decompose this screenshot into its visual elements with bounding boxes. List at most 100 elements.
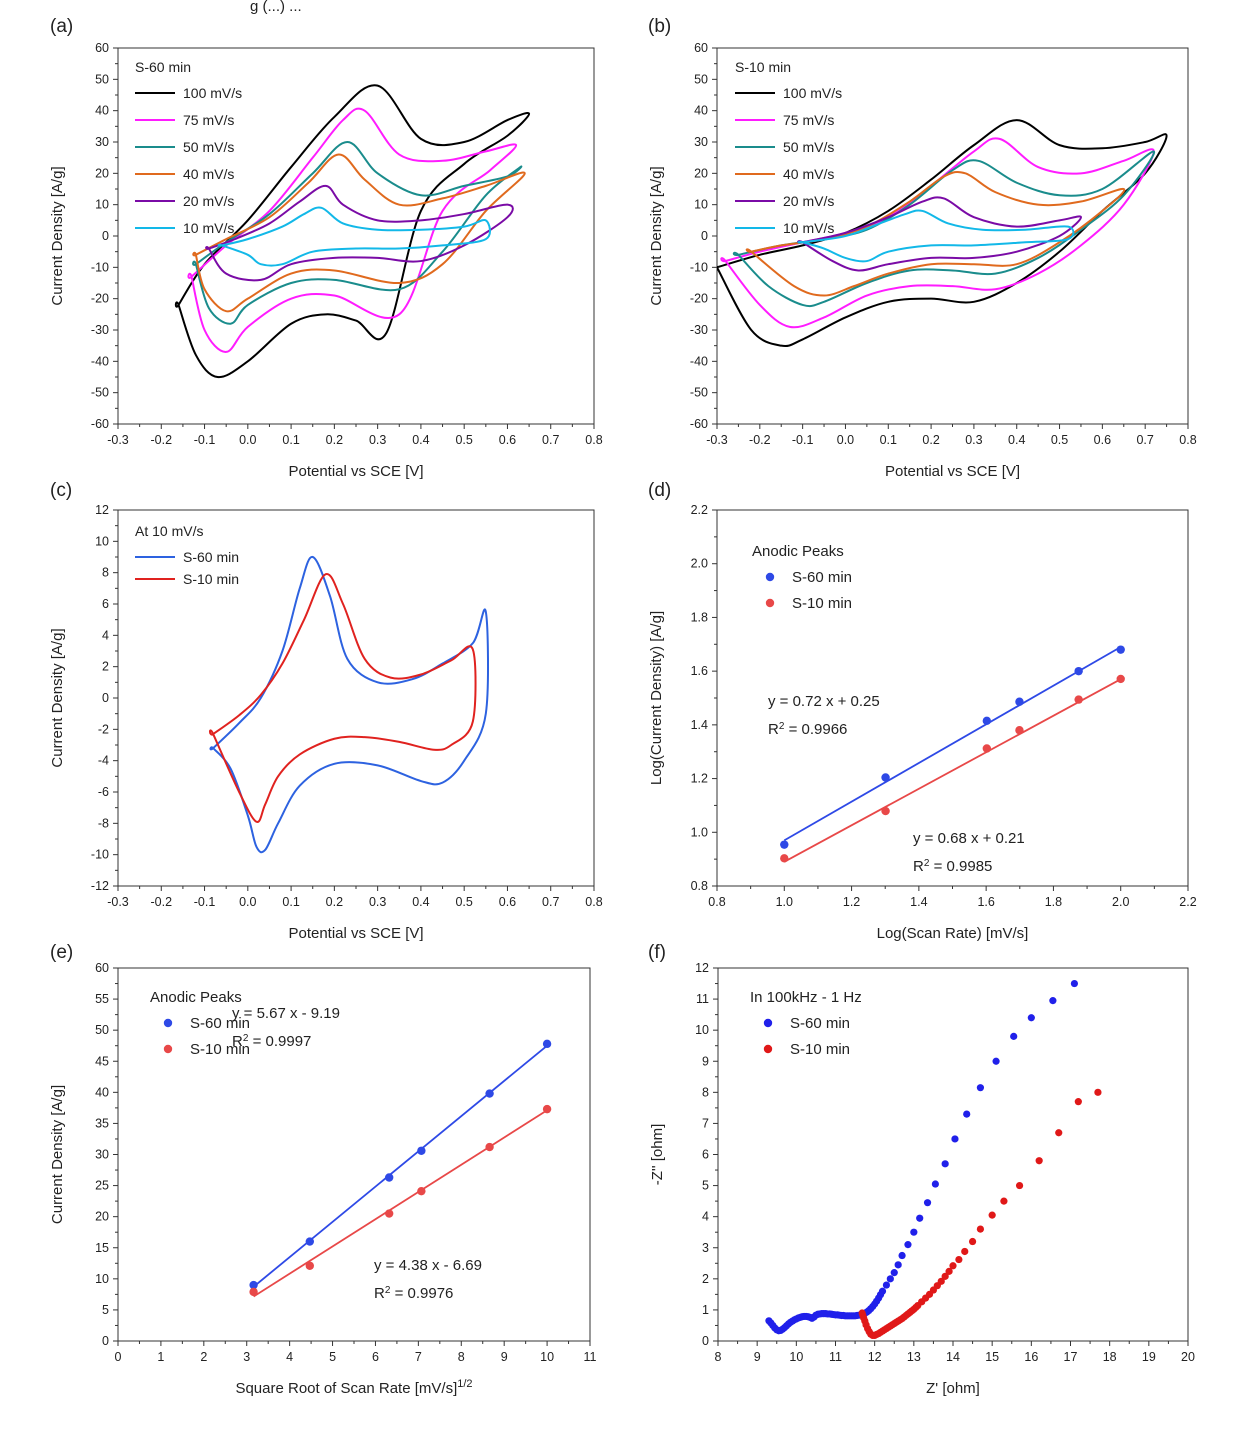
legend-label: S-10 min <box>190 1041 250 1058</box>
y-tick-label: 45 <box>95 1054 109 1068</box>
x-tick-label: 1.2 <box>843 895 860 909</box>
legend: Anodic Peaks S-60 min S-10 min <box>150 989 250 1058</box>
y-tick-label: -50 <box>91 386 109 400</box>
legend-label: S-60 min <box>190 1015 250 1032</box>
y-tick-label: 15 <box>95 1241 109 1255</box>
y-tick-label: 6 <box>102 597 109 611</box>
data-point <box>982 716 992 726</box>
y-tick-label: -20 <box>690 292 708 306</box>
x-tick-label: 11 <box>829 1350 842 1364</box>
fit-line <box>783 678 1122 863</box>
panel-label: (c) <box>50 480 72 501</box>
legend-marker <box>763 1044 773 1054</box>
r-squared-value: = 0.9976 <box>390 1285 453 1302</box>
y-axis-title: Current Density [A/g] <box>49 166 66 305</box>
data-point <box>249 1280 258 1290</box>
x-tick-label: 0.0 <box>239 433 256 447</box>
fit-equation: y = 0.68 x + 0.21 <box>913 830 1025 847</box>
y-tick-label: 1.4 <box>691 718 708 732</box>
x-tick-label: -0.1 <box>792 433 814 447</box>
data-point <box>384 1209 394 1218</box>
y-tick-label: 55 <box>95 992 109 1006</box>
x-tick-label: 17 <box>1064 1350 1078 1364</box>
x-axis-title-superscript: 1/2 <box>457 1378 472 1390</box>
legend-marker <box>163 1044 173 1054</box>
y-tick-label: -30 <box>91 323 109 337</box>
legend-title: Anodic Peaks <box>150 989 242 1006</box>
fit-r-squared: R2 = 0.9966 <box>768 721 847 739</box>
legend-label: 75 mV/s <box>783 112 834 128</box>
x-tick-label: 0.6 <box>1094 433 1111 447</box>
y-tick-label: -6 <box>98 785 109 799</box>
series-line-50-mv-s <box>192 140 523 325</box>
data-point <box>941 1272 949 1280</box>
x-tick-label: 0.4 <box>412 433 429 447</box>
x-tick-label: 0.1 <box>282 895 299 909</box>
y-tick-label: 0 <box>701 229 708 243</box>
y-tick-label: -10 <box>91 260 109 274</box>
data-point <box>249 1287 258 1297</box>
data-point <box>894 1261 902 1269</box>
series-line-75-mv-s <box>187 107 518 353</box>
data-point <box>542 1104 552 1114</box>
y-tick-label: 1.0 <box>691 825 708 839</box>
x-tick-label: 9 <box>501 1350 508 1364</box>
chart-panel-f: (f)8 9 10 11 12 13 14 15 16 17 18 19 200123456789101… <box>648 942 1195 1397</box>
r-squared-value: = 0.9985 <box>929 858 992 875</box>
x-tick-label: 2 <box>200 1350 207 1364</box>
y-tick-label: 1.2 <box>691 772 708 786</box>
data-point <box>992 1057 1000 1065</box>
data-point <box>968 1237 977 1246</box>
y-tick-label: 40 <box>95 104 109 118</box>
x-axis-title: Potential vs SCE [V] <box>885 463 1020 480</box>
x-tick-label: 0.1 <box>282 433 299 447</box>
data-point <box>1049 997 1057 1005</box>
data-point <box>305 1237 315 1246</box>
data-point <box>898 1251 906 1260</box>
r-squared-value: = 0.9997 <box>248 1033 311 1050</box>
series-line-s-60-min <box>209 556 490 854</box>
data-point <box>890 1269 898 1277</box>
data-point <box>417 1186 426 1196</box>
data-point <box>961 1247 969 1256</box>
panel-label: (d) <box>648 480 671 501</box>
x-tick-label: 0.5 <box>455 433 472 447</box>
y-tick-label: 3 <box>702 1241 709 1255</box>
y-tick-label: 60 <box>95 961 109 975</box>
y-tick-label: 10 <box>95 198 109 212</box>
y-tick-label: 10 <box>695 1023 709 1037</box>
legend-label: 75 mV/s <box>183 112 234 128</box>
x-tick-label: 15 <box>985 1350 999 1364</box>
y-tick-label: 35 <box>95 1116 109 1130</box>
y-tick-label: 2.2 <box>691 503 708 517</box>
x-tick-label: 1.8 <box>1045 895 1062 909</box>
x-tick-label: -0.2 <box>749 433 771 447</box>
x-tick-label: 8 <box>458 1350 465 1364</box>
y-tick-label: -2 <box>98 722 109 736</box>
fit-equation: y = 4.38 x - 6.69 <box>374 1257 482 1274</box>
y-tick-label: 8 <box>702 1085 709 1099</box>
y-tick-label: 2 <box>702 1272 709 1286</box>
x-tick-label: 1.4 <box>910 895 927 909</box>
legend-label: 20 mV/s <box>783 193 834 209</box>
data-point <box>923 1199 932 1207</box>
y-tick-label: 25 <box>95 1179 109 1193</box>
legend-title: S-10 min <box>735 59 791 75</box>
series-line-20-mv-s <box>797 196 1082 272</box>
y-axis-title: Current Density [A/g] <box>648 166 665 305</box>
x-tick-label: 6 <box>372 1350 379 1364</box>
x-tick-label: 0.5 <box>1051 433 1068 447</box>
y-tick-label: 5 <box>102 1303 109 1317</box>
chart-panel-b: (b) -0.3 -0.2 -0.1 0.0 0.1 0.2 0.3 0.4 0.5 0.6 0.7 0… <box>648 16 1197 480</box>
y-tick-label: 1.8 <box>691 610 708 624</box>
plot-frame <box>117 509 595 887</box>
x-tick-label: 14 <box>946 1350 960 1364</box>
data-point <box>1074 1098 1082 1106</box>
legend-marker <box>163 1018 173 1028</box>
x-tick-label: -0.3 <box>107 433 129 447</box>
data-point <box>1015 1181 1024 1190</box>
y-tick-label: -12 <box>91 879 109 893</box>
y-tick-label: 10 <box>95 534 109 548</box>
y-tick-label: 20 <box>95 1210 109 1224</box>
panel-label: (b) <box>648 16 671 37</box>
